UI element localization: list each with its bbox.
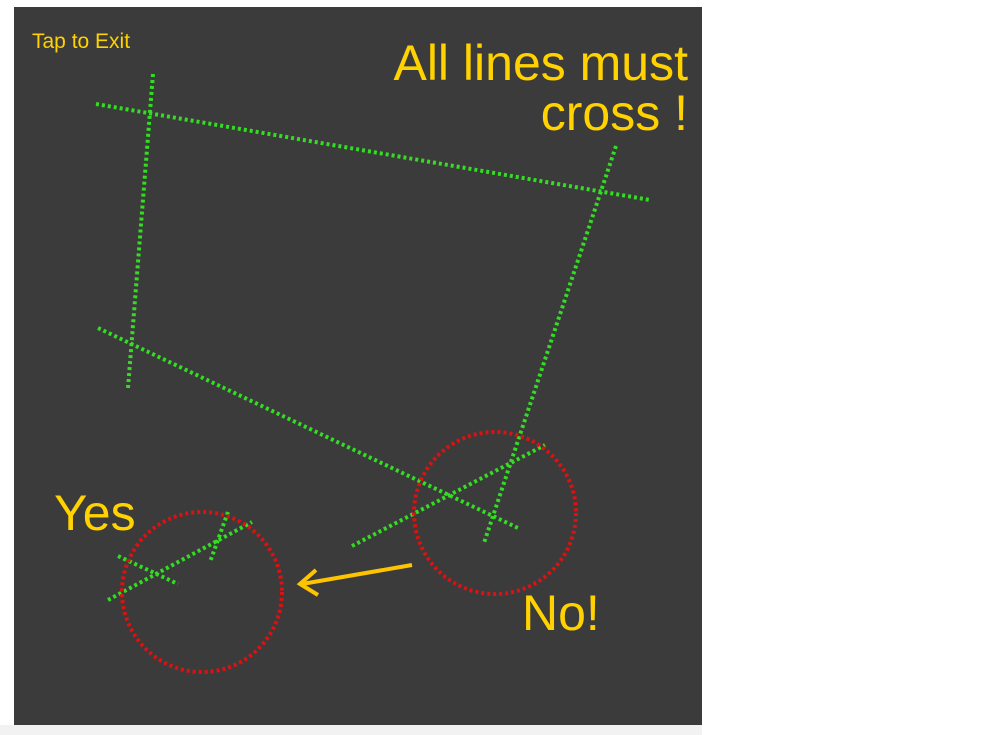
example-line-good-short-2 [208, 511, 230, 563]
bottom-strip [0, 725, 702, 735]
instruction-headline: All lines must cross ! [393, 38, 688, 138]
yes-highlight-circle [120, 510, 284, 674]
instruction-panel[interactable] [14, 7, 702, 725]
guide-line-bottom [97, 326, 519, 530]
headline-line-2: cross ! [540, 85, 688, 141]
tap-to-exit-button[interactable]: Tap to Exit [32, 30, 131, 53]
headline-line-1: All lines must [393, 35, 688, 91]
example-line-good-short-1 [117, 554, 179, 586]
guide-line-top [95, 102, 651, 202]
no-highlight-circle [412, 430, 578, 596]
no-label: No! [522, 585, 600, 641]
guide-line-right [482, 145, 618, 544]
guide-line-left [126, 73, 155, 389]
yes-label: Yes [54, 485, 136, 541]
guide-line-bad-example [351, 443, 546, 548]
arrow-left-icon [296, 563, 413, 597]
